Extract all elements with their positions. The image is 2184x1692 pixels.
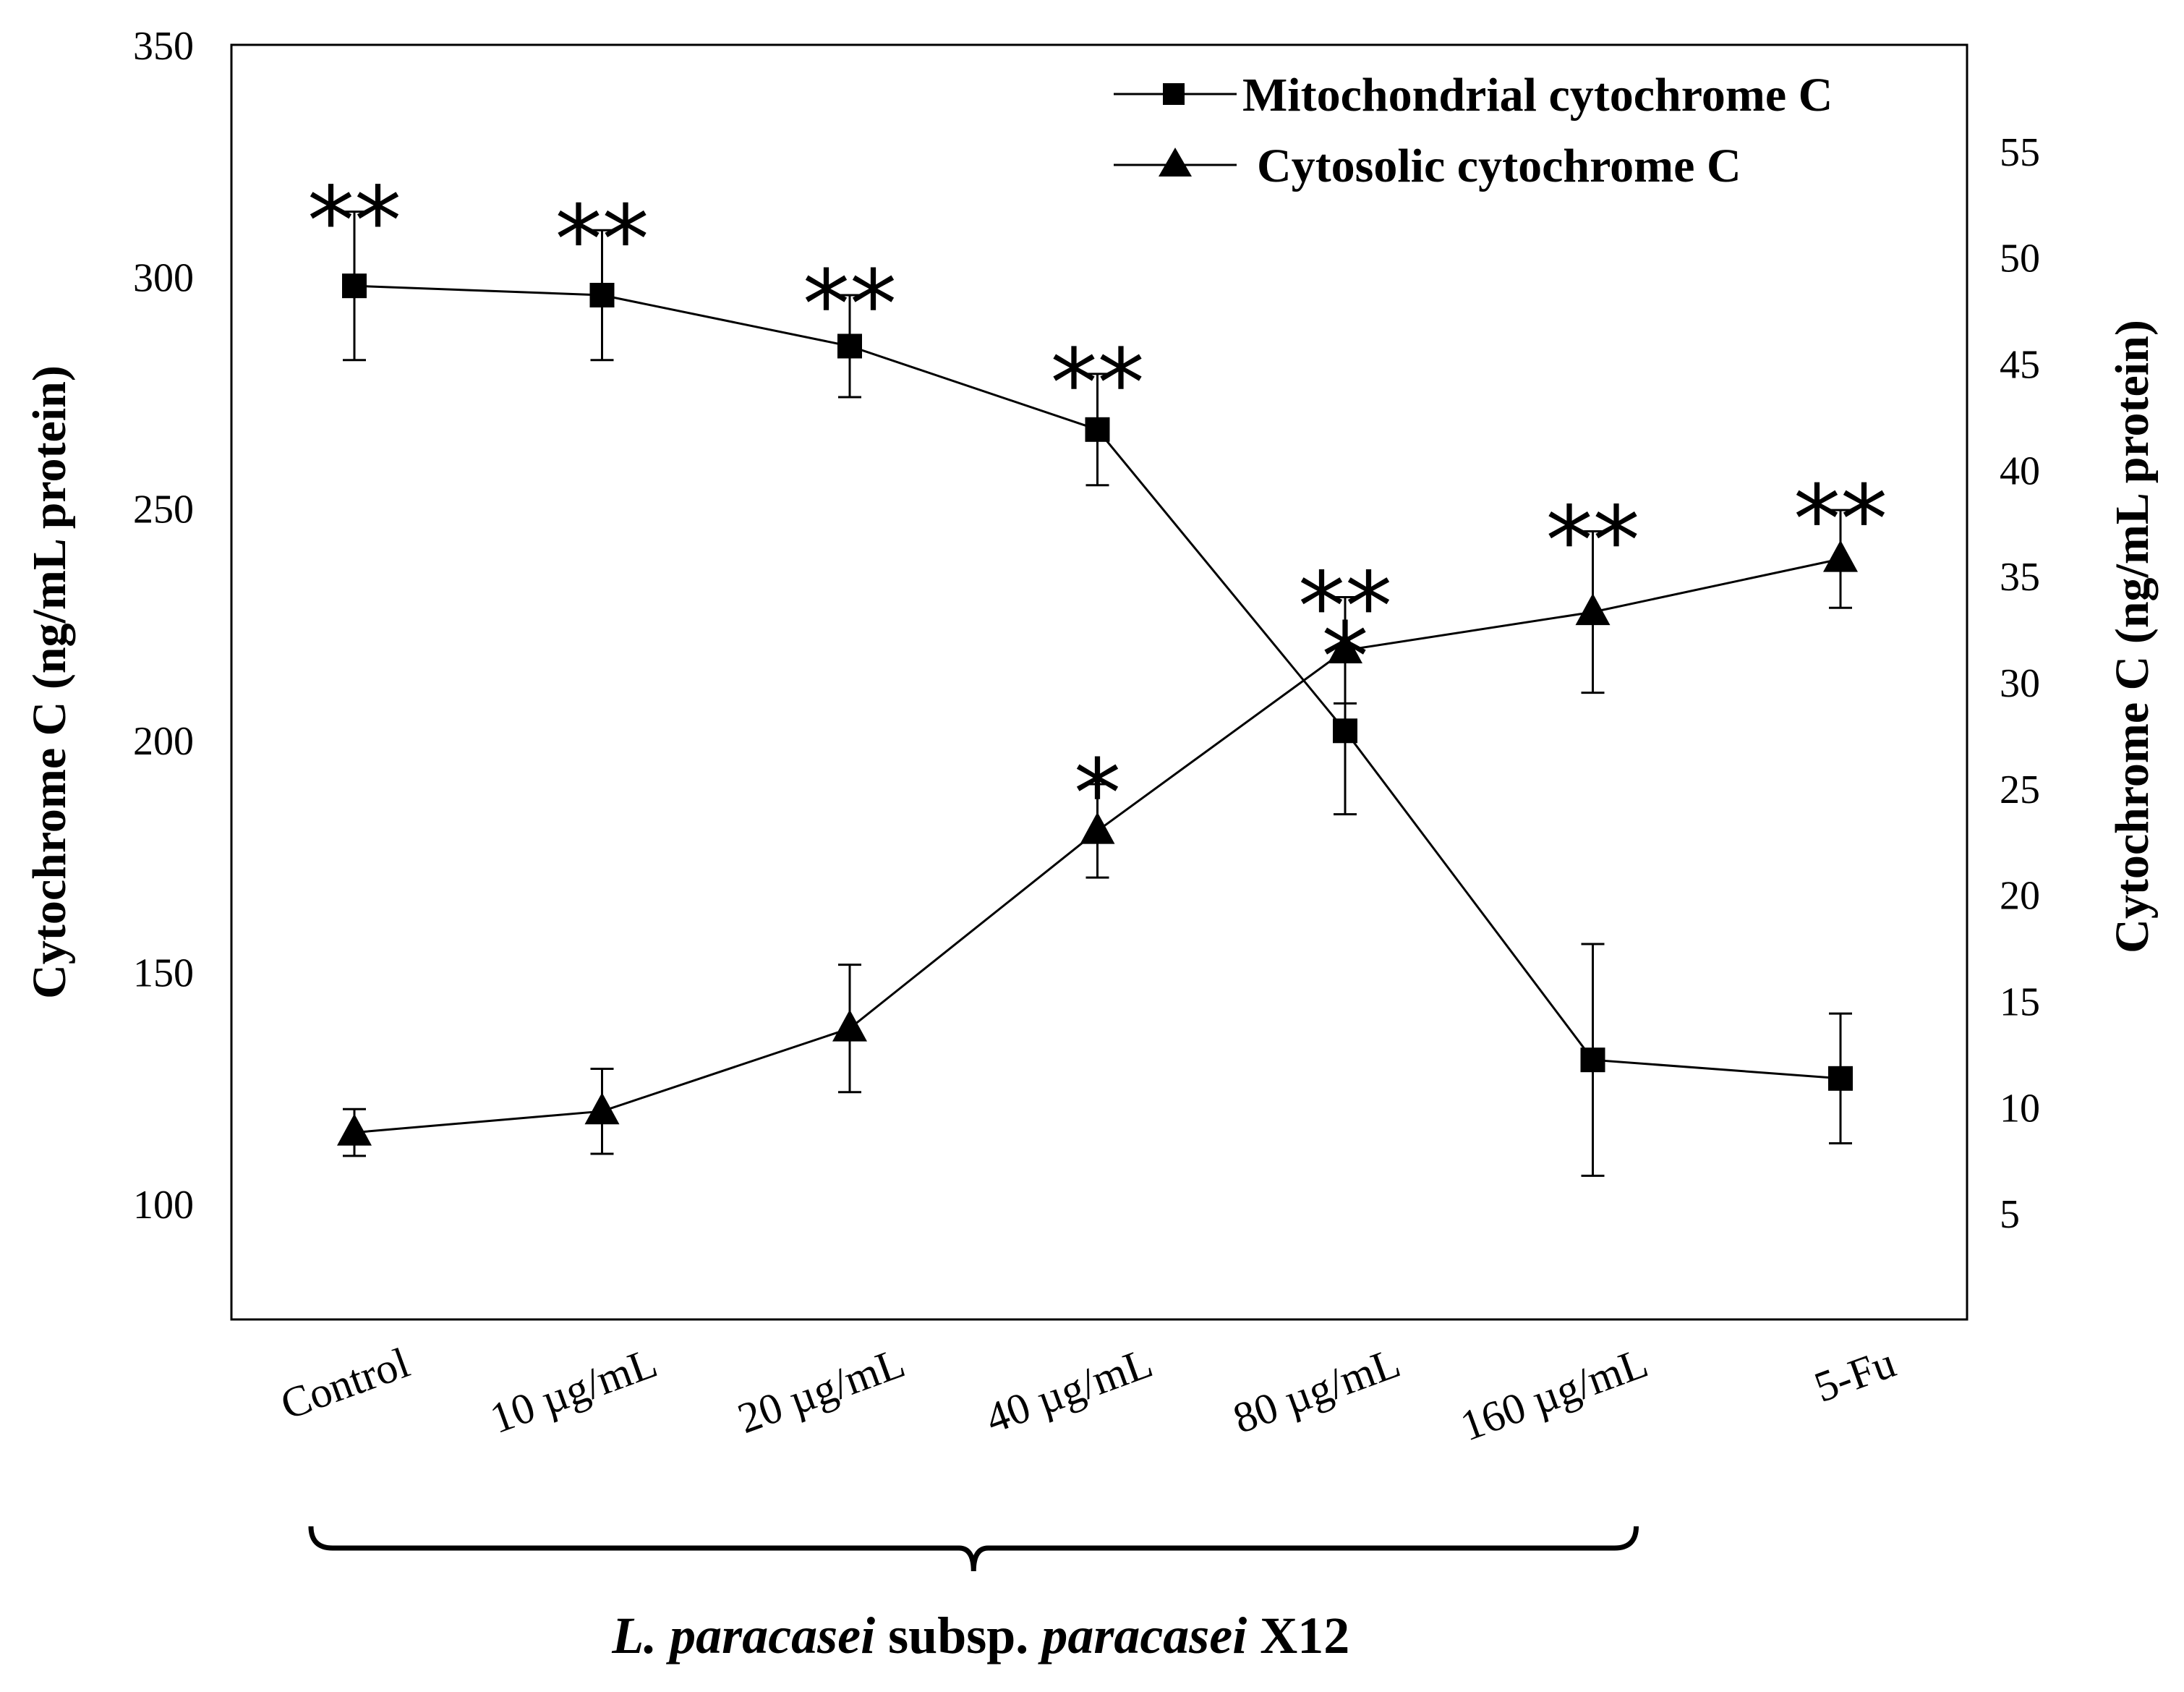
right-tick-label: 30 bbox=[2000, 661, 2040, 706]
legend-triangle-marker bbox=[1159, 148, 1192, 177]
legend-label: Mitochondrial cytochrome C bbox=[1242, 69, 1833, 122]
cytosolic-significance-mark: ** bbox=[1298, 552, 1392, 662]
mitochondrial-significance-mark: * bbox=[1322, 602, 1369, 712]
mitochondrial-significance-mark: ** bbox=[555, 184, 649, 294]
plot-frame bbox=[230, 43, 1968, 1321]
legend-label: Cytosolic cytochrome C bbox=[1257, 140, 1741, 192]
group-label-part: L. paracasei bbox=[611, 1607, 875, 1665]
cytosolic-point bbox=[1328, 631, 1362, 663]
right-tick-label: 10 bbox=[2000, 1086, 2040, 1131]
left-tick-label: 150 bbox=[133, 951, 194, 995]
group-label-part: paracasei bbox=[1037, 1607, 1247, 1665]
right-tick-label: 20 bbox=[2000, 874, 2040, 919]
right-tick-label: 35 bbox=[2000, 555, 2040, 600]
cytosolic-point bbox=[1575, 593, 1611, 626]
x-category-label: Control bbox=[275, 1338, 416, 1429]
cytosolic-point bbox=[1080, 812, 1115, 844]
right-y-axis-label: Cytochrome C (ng/mL protein) bbox=[2106, 320, 2159, 953]
cytosolic-significance-mark: ** bbox=[1793, 464, 1887, 574]
x-category-label: 40 µg/mL bbox=[979, 1338, 1159, 1442]
left-tick-label: 100 bbox=[133, 1183, 194, 1228]
left-tick-label: 250 bbox=[133, 488, 194, 532]
cytosolic-point bbox=[832, 1009, 867, 1042]
left-tick-label: 350 bbox=[133, 24, 194, 69]
right-tick-label: 55 bbox=[2000, 130, 2040, 175]
mitochondrial-point bbox=[1085, 417, 1110, 442]
x-category-label: 10 µg/mL bbox=[484, 1338, 663, 1442]
right-tick-label: 45 bbox=[2000, 343, 2040, 388]
legend-square-marker bbox=[1163, 83, 1185, 105]
cytosolic-point bbox=[584, 1092, 620, 1125]
group-label-part: X12 bbox=[1247, 1607, 1349, 1665]
mitochondrial-significance-mark: ** bbox=[307, 166, 401, 276]
mitochondrial-point bbox=[589, 282, 615, 307]
left-tick-label: 300 bbox=[133, 255, 194, 300]
mitochondrial-point bbox=[342, 273, 367, 299]
left-y-axis-label: Cytochrome C (ng/mL protein) bbox=[23, 365, 76, 999]
right-tick-label: 5 bbox=[2000, 1192, 2020, 1237]
cytosolic-significance-mark: * bbox=[1074, 739, 1121, 849]
mitochondrial-point bbox=[837, 333, 862, 359]
left-tick-label: 200 bbox=[133, 719, 194, 764]
group-label-part: subsp. bbox=[875, 1607, 1041, 1665]
mitochondrial-significance-mark: ** bbox=[803, 250, 897, 360]
mitochondrial-point bbox=[1333, 718, 1357, 744]
right-tick-label: 25 bbox=[2000, 768, 2040, 812]
right-tick-label: 15 bbox=[2000, 980, 2040, 1025]
x-category-label: 5-Fu bbox=[1808, 1338, 1901, 1411]
right-tick-label: 40 bbox=[2000, 448, 2040, 493]
mitochondrial-point bbox=[1580, 1047, 1605, 1073]
cytosolic-significance-mark: ** bbox=[1546, 485, 1640, 595]
cytosolic-point bbox=[1823, 540, 1858, 572]
mitochondrial-significance-mark: ** bbox=[1051, 328, 1145, 438]
group-brace bbox=[308, 1526, 1639, 1572]
group-label: L. paracasei subsp. paracasei X12 bbox=[611, 1607, 1349, 1665]
mitochondrial-point bbox=[1828, 1066, 1853, 1091]
x-category-label: 80 µg/mL bbox=[1227, 1338, 1407, 1442]
cytosolic-point bbox=[337, 1113, 372, 1146]
x-category-label: 160 µg/mL bbox=[1454, 1338, 1654, 1450]
right-tick-label: 50 bbox=[2000, 237, 2040, 281]
x-category-label: 20 µg/mL bbox=[732, 1338, 911, 1442]
